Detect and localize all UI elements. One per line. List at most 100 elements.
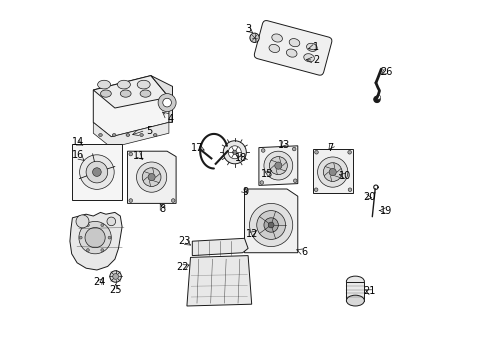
Text: 13: 13 (277, 140, 290, 150)
Ellipse shape (137, 80, 150, 89)
Ellipse shape (347, 150, 351, 154)
Ellipse shape (163, 98, 171, 107)
Ellipse shape (113, 274, 118, 279)
Ellipse shape (314, 150, 318, 154)
Ellipse shape (92, 168, 101, 176)
Ellipse shape (264, 151, 292, 180)
Ellipse shape (271, 34, 282, 42)
Ellipse shape (101, 249, 103, 252)
Ellipse shape (136, 162, 166, 192)
Text: 18: 18 (234, 153, 246, 163)
Ellipse shape (256, 211, 285, 239)
Ellipse shape (293, 179, 296, 183)
Text: 8: 8 (159, 204, 165, 214)
Ellipse shape (274, 162, 282, 169)
Text: 26: 26 (380, 67, 392, 77)
Polygon shape (192, 238, 247, 256)
Polygon shape (127, 151, 176, 203)
Ellipse shape (129, 152, 132, 156)
Ellipse shape (264, 218, 278, 232)
Ellipse shape (117, 80, 130, 89)
Ellipse shape (261, 149, 264, 152)
Ellipse shape (79, 236, 82, 239)
Ellipse shape (314, 188, 317, 192)
Text: 11: 11 (133, 150, 145, 161)
Ellipse shape (268, 222, 273, 228)
Text: 25: 25 (109, 285, 122, 295)
Ellipse shape (288, 39, 299, 47)
Text: 24: 24 (93, 276, 106, 287)
Bar (346, 282, 364, 301)
Ellipse shape (373, 96, 380, 103)
Text: 16: 16 (72, 150, 84, 160)
Ellipse shape (107, 217, 115, 226)
Ellipse shape (323, 163, 342, 181)
Ellipse shape (148, 174, 155, 181)
Ellipse shape (98, 80, 110, 89)
Ellipse shape (306, 43, 317, 51)
Polygon shape (93, 76, 172, 137)
Text: 14: 14 (72, 137, 84, 147)
Ellipse shape (140, 134, 143, 136)
Polygon shape (151, 76, 172, 122)
Text: 21: 21 (363, 286, 375, 296)
Ellipse shape (228, 146, 241, 159)
Ellipse shape (286, 49, 296, 57)
Text: 6: 6 (301, 247, 306, 257)
Text: 12: 12 (245, 229, 257, 239)
Text: 4: 4 (167, 114, 173, 124)
Ellipse shape (375, 95, 380, 99)
Polygon shape (186, 256, 251, 306)
Ellipse shape (112, 134, 116, 136)
Ellipse shape (126, 134, 129, 136)
Ellipse shape (249, 203, 292, 247)
Ellipse shape (79, 221, 111, 254)
Ellipse shape (99, 134, 102, 136)
Ellipse shape (140, 90, 151, 97)
Ellipse shape (268, 44, 279, 53)
Ellipse shape (317, 157, 347, 187)
Ellipse shape (80, 155, 114, 189)
Ellipse shape (86, 161, 107, 183)
Ellipse shape (328, 168, 336, 176)
Text: 17: 17 (190, 143, 203, 153)
Polygon shape (258, 146, 297, 185)
Ellipse shape (85, 228, 105, 248)
FancyBboxPatch shape (254, 21, 331, 75)
Text: 22: 22 (176, 262, 188, 272)
Ellipse shape (269, 157, 287, 175)
Ellipse shape (223, 141, 246, 164)
Ellipse shape (249, 33, 259, 42)
Ellipse shape (86, 249, 89, 252)
Ellipse shape (153, 134, 157, 136)
Bar (72, 144, 122, 200)
Text: 10: 10 (339, 171, 351, 181)
Ellipse shape (232, 150, 237, 154)
Text: 1: 1 (312, 42, 318, 52)
Ellipse shape (260, 181, 263, 184)
Ellipse shape (120, 90, 131, 97)
Ellipse shape (142, 168, 161, 186)
Ellipse shape (171, 199, 175, 202)
Text: 5: 5 (146, 126, 152, 136)
Text: 7: 7 (326, 143, 333, 153)
Text: 15: 15 (260, 168, 272, 179)
Text: 23: 23 (178, 236, 190, 246)
Ellipse shape (76, 215, 89, 228)
Text: 19: 19 (379, 206, 391, 216)
Ellipse shape (303, 54, 314, 62)
Ellipse shape (86, 224, 89, 226)
Text: 9: 9 (242, 186, 248, 197)
Polygon shape (70, 212, 122, 270)
Ellipse shape (346, 295, 364, 306)
Ellipse shape (108, 236, 111, 239)
Ellipse shape (347, 188, 351, 192)
Ellipse shape (101, 90, 111, 97)
Text: 20: 20 (363, 192, 375, 202)
Ellipse shape (110, 271, 121, 282)
Ellipse shape (101, 224, 103, 226)
Polygon shape (312, 149, 352, 193)
Polygon shape (244, 189, 297, 253)
Ellipse shape (292, 147, 295, 151)
Polygon shape (93, 122, 168, 148)
